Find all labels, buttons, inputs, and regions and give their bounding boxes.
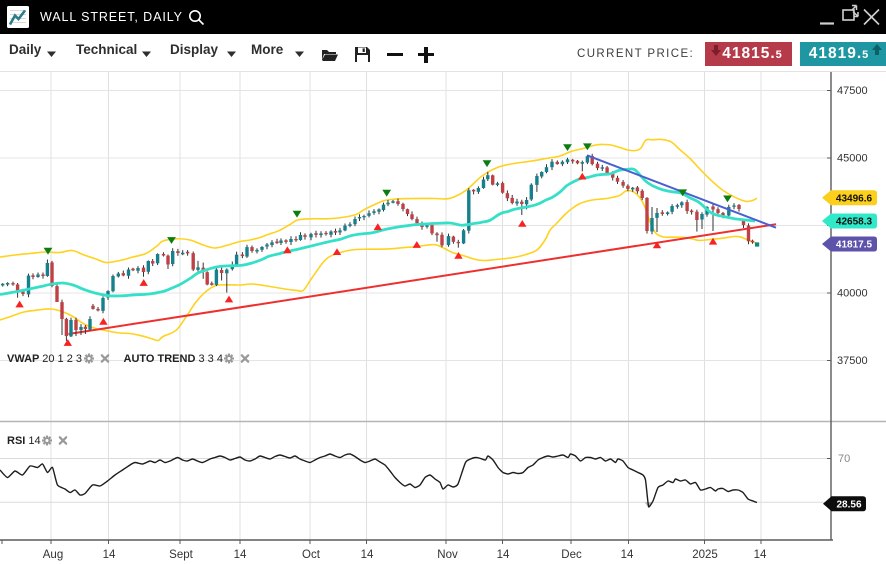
svg-text:RSI 14: RSI 14 [7, 435, 41, 447]
svg-text:Sept: Sept [169, 549, 193, 561]
svg-text:VWAP 20 1 2 3: VWAP 20 1 2 3 [7, 353, 82, 365]
svg-text:14: 14 [497, 549, 510, 561]
svg-text:Dec: Dec [561, 549, 582, 561]
svg-text:37500: 37500 [837, 355, 868, 367]
svg-text:45000: 45000 [837, 153, 868, 165]
svg-text:14: 14 [754, 549, 767, 561]
svg-text:Aug: Aug [43, 549, 63, 561]
svg-text:28.56: 28.56 [836, 499, 861, 510]
svg-text:41817.5: 41817.5 [836, 240, 873, 251]
svg-text:14: 14 [361, 549, 374, 561]
svg-text:43496.6: 43496.6 [836, 193, 873, 204]
svg-text:14: 14 [621, 549, 634, 561]
svg-text:2025: 2025 [692, 549, 718, 561]
svg-text:14: 14 [234, 549, 247, 561]
svg-text:40000: 40000 [837, 288, 868, 300]
svg-text:AUTO TREND 3 3 4: AUTO TREND 3 3 4 [124, 353, 223, 365]
svg-text:14: 14 [103, 549, 116, 561]
svg-text:Nov: Nov [437, 549, 458, 561]
svg-text:47500: 47500 [837, 85, 868, 97]
svg-text:42658.3: 42658.3 [836, 217, 873, 228]
svg-text:Oct: Oct [302, 549, 321, 561]
svg-text:70: 70 [838, 453, 850, 465]
